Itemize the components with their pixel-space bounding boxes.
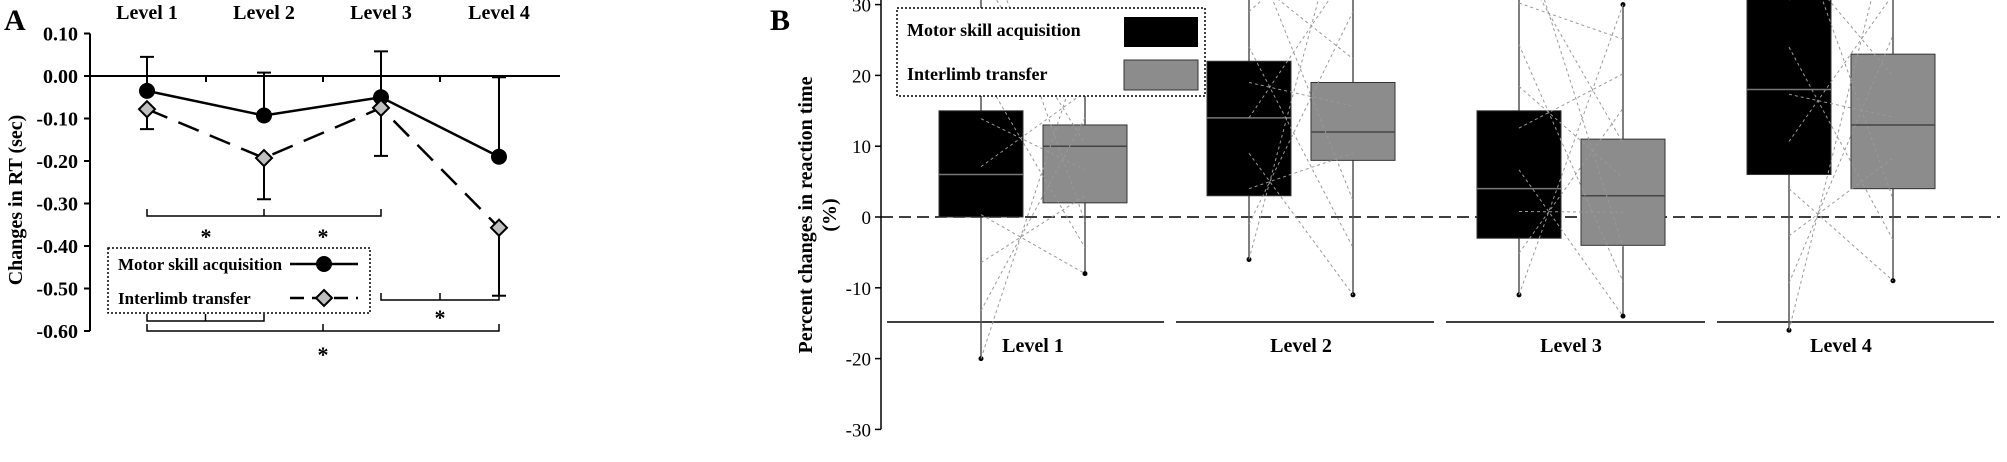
box-min-point [1082,271,1088,277]
y-tick-label: 0.00 [43,66,78,88]
significance-star: * [435,305,446,330]
significance-star: * [318,224,329,249]
paired-connector-line [1248,0,1319,260]
panel-b-y-axis-label: Percent changes in reaction time (%) [795,76,841,353]
paired-connector-line [1788,0,1890,142]
data-point-circle [373,89,389,106]
x-category-label: Level 2 [1270,335,1332,357]
legend-label-motor-skill: Motor skill acquisition [118,255,283,274]
paired-connector-line [1821,0,1894,200]
x-category-label: Level 4 [468,2,530,24]
box-iqr [1746,0,1832,176]
paired-connector-line [1248,152,1354,190]
y-tick-label: -0.60 [36,321,78,343]
paired-connector-line [1828,0,1894,77]
paired-connector-line [1518,73,1624,129]
box-iqr [1042,124,1128,204]
paired-connector-line [980,214,1086,275]
paired-connector-line [1540,0,1624,144]
y-tick-label: 10 [852,137,871,158]
panel-b-marks [938,0,1936,362]
paired-connector-line [980,70,1086,248]
y-tick-label: 0 [862,208,872,229]
paired-connector-line [1518,210,1624,213]
panel-b-label: B [770,4,790,37]
paired-connector-line [1248,46,1354,248]
data-point-diamond [254,148,274,168]
data-point-diamond [137,99,157,119]
y-tick-label: -20 [846,350,871,371]
paired-connector-line [1788,157,1894,237]
paired-connector-line [1788,35,1894,284]
paired-connector-line [980,195,1086,264]
paired-connector-line [1788,46,1894,241]
y-tick-label: 20 [852,66,871,87]
panel-a-marks: * * * * [137,50,509,367]
paired-connector-line [1518,86,1624,179]
legend-label-interlimb: Interlimb transfer [118,289,251,308]
paired-connector-line [980,117,1086,311]
panel-a-y-axis-label: Changes in RT (sec) [5,115,27,286]
box-iqr [938,110,1024,218]
legend-label-interlimb: Interlimb transfer [907,64,1047,84]
data-point-diamond [371,98,391,118]
legend-marker-circle [316,256,332,272]
box-iqr [1476,110,1562,239]
y-tick-label: -0.50 [36,279,78,301]
box-max-point [1620,2,1626,8]
data-point-circle [139,82,155,99]
significance-star: * [318,342,329,367]
panel-a-axes: 0.10 0.00 -0.10 -0.20 -0.30 -0.40 -0.50 -0.60 Le… [36,2,560,343]
box-iqr [1580,138,1666,246]
legend-swatch-motor-skill [1124,17,1198,47]
x-category-label: Level 1 [116,2,178,24]
data-point-diamond [489,218,509,238]
y-tick-label: -0.20 [36,151,78,173]
box-iqr [1206,60,1292,197]
paired-connector-line [980,39,1086,359]
paired-connector-line [1248,0,1263,13]
y-tick-label: -0.10 [36,109,78,131]
legend-marker-diamond [314,288,334,308]
box-iqr [1850,53,1936,190]
series-line-interlimb [146,106,500,229]
panel-a: A Changes in RT (sec) 0.10 0.00 -0.10 -0.20… [4,2,560,367]
panel-a-label: A [4,4,26,37]
significance-star: * [201,224,212,249]
legend-label-motor-skill: Motor skill acquisition [907,20,1081,40]
data-point-circle [256,107,272,124]
paired-connector-line [1248,152,1354,296]
panel-b-legend: Motor skill acquisition Interlimb transfe… [896,7,1206,97]
x-category-label: Level 3 [1540,335,1602,357]
paired-connector-line [1248,0,1330,119]
y-tick-label: -30 [846,420,871,441]
y-tick-label: 0.10 [43,24,78,46]
panel-a-legend: Motor skill acquisition Interlimb transfe… [107,247,371,314]
paired-connector-line [1518,2,1624,40]
box-iqr [1310,81,1396,161]
paired-connector-line [980,118,1086,171]
data-point-circle [491,148,507,165]
paired-connector-line [1278,0,1354,60]
box-min-point [1620,313,1626,319]
panel-b: B Percent changes in reaction time(%) 60… [770,0,2000,441]
x-category-label: Level 4 [1810,335,1872,357]
series-line-motor-skill [146,89,500,158]
legend-swatch-interlimb [1123,59,1199,91]
y-tick-label: -0.30 [36,194,78,216]
paired-connector-line [1272,0,1354,201]
paired-connector-line [1518,44,1624,282]
y-tick-label: -10 [846,279,871,300]
y-tick-label: -0.40 [36,236,78,258]
x-category-label: Level 3 [350,2,412,24]
x-category-label: Level 1 [1002,335,1064,357]
paired-connector-line [1788,188,1894,282]
x-category-label: Level 2 [233,2,295,24]
y-tick-label: 30 [852,0,871,17]
